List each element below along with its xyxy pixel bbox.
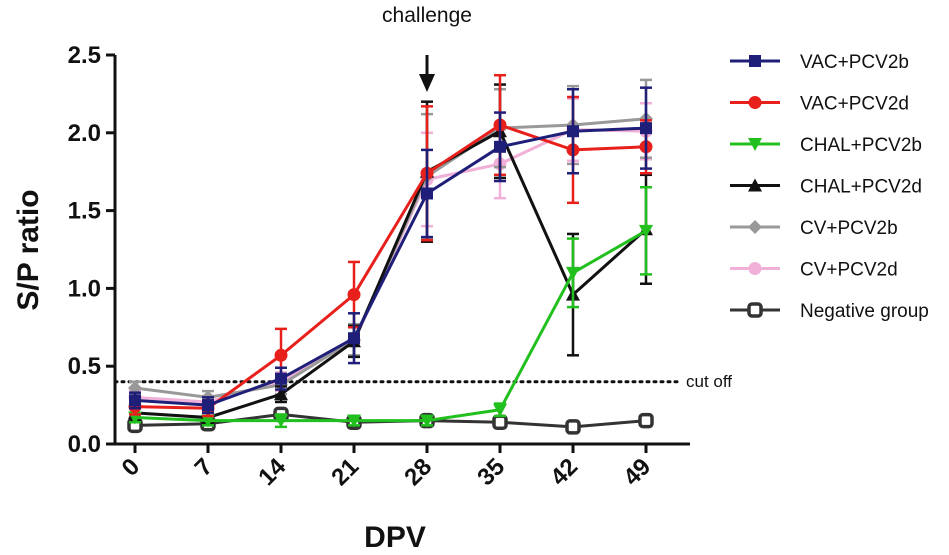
data-point [494,140,506,153]
data-point [566,266,580,280]
challenge-arrow-head [419,74,435,92]
x-tick-label: 28 [399,453,437,491]
data-point [638,412,654,429]
x-tick-label: 7 [190,453,219,482]
x-tick-label: 49 [618,453,656,491]
y-tick-label: 2.5 [68,42,101,69]
y-tick-label: 1.0 [68,275,101,302]
legend-item: CV+PCV2d [730,260,898,281]
series-line-chal-pcv2b [134,229,647,423]
data-point [274,387,288,401]
legend-marker [747,302,763,318]
legend-marker [748,262,762,275]
legend-label: VAC+PCV2d [800,94,909,115]
data-point [639,224,653,238]
data-point [202,399,214,412]
y-tick-label: 1.5 [68,198,101,225]
data-point [640,122,652,135]
data-point [201,414,215,428]
legend-marker [748,178,762,192]
series-vac-pcv2b [129,86,652,415]
data-point [274,348,288,362]
challenge-annotation: challenge [382,4,472,27]
legend-item: VAC+PCV2d [730,94,909,115]
legend-label: CV+PCV2b [800,218,898,239]
data-point [348,332,360,345]
data-point [347,288,361,302]
legend-item: Negative group [730,301,929,322]
legend: VAC+PCV2b VAC+PCV2d CHAL+PCV2b CHAL+PCV2d CV… [730,52,929,322]
y-tick-label: 2.0 [68,120,101,147]
x-tick-label: 14 [253,453,291,491]
x-tick-label: 35 [472,453,510,491]
y-tick-label: 0.5 [68,353,101,380]
data-point [420,414,434,428]
x-axis-title: DPV [364,521,426,554]
x-tick-label: 0 [117,453,146,482]
legend-label: CV+PCV2d [800,260,898,281]
cutoff-label: cut off [686,372,732,391]
series-layer [127,73,654,435]
legend-marker [748,220,762,234]
y-tick-label: 0.0 [68,431,101,458]
series-chal-pcv2b [128,186,653,429]
y-axis-title: S/P ratio [12,189,45,310]
data-point [565,419,581,435]
legend-marker [748,138,762,151]
data-point [347,414,361,428]
legend-label: VAC+PCV2b [800,52,909,73]
data-point [492,414,508,430]
legend-item: CHAL+PCV2b [730,135,922,156]
data-point [129,394,141,407]
legend-label: CHAL+PCV2b [800,135,922,156]
legend-item: VAC+PCV2b [730,52,909,73]
x-tick-label: 21 [326,453,364,491]
series-line-vac-pcv2b [134,126,647,407]
data-point [274,414,288,428]
data-point [275,372,287,385]
legend-item: CV+PCV2b [730,218,898,239]
data-point [567,125,579,138]
series-line-chal-pcv2d [134,129,648,420]
legend-item: CHAL+PCV2d [730,177,922,198]
data-point [493,403,507,417]
legend-marker [749,55,761,67]
legend-label: CHAL+PCV2d [800,177,922,198]
legend-label: Negative group [800,301,929,322]
legend-marker [748,96,762,109]
data-point [421,187,433,200]
x-tick-label: 42 [545,453,583,491]
